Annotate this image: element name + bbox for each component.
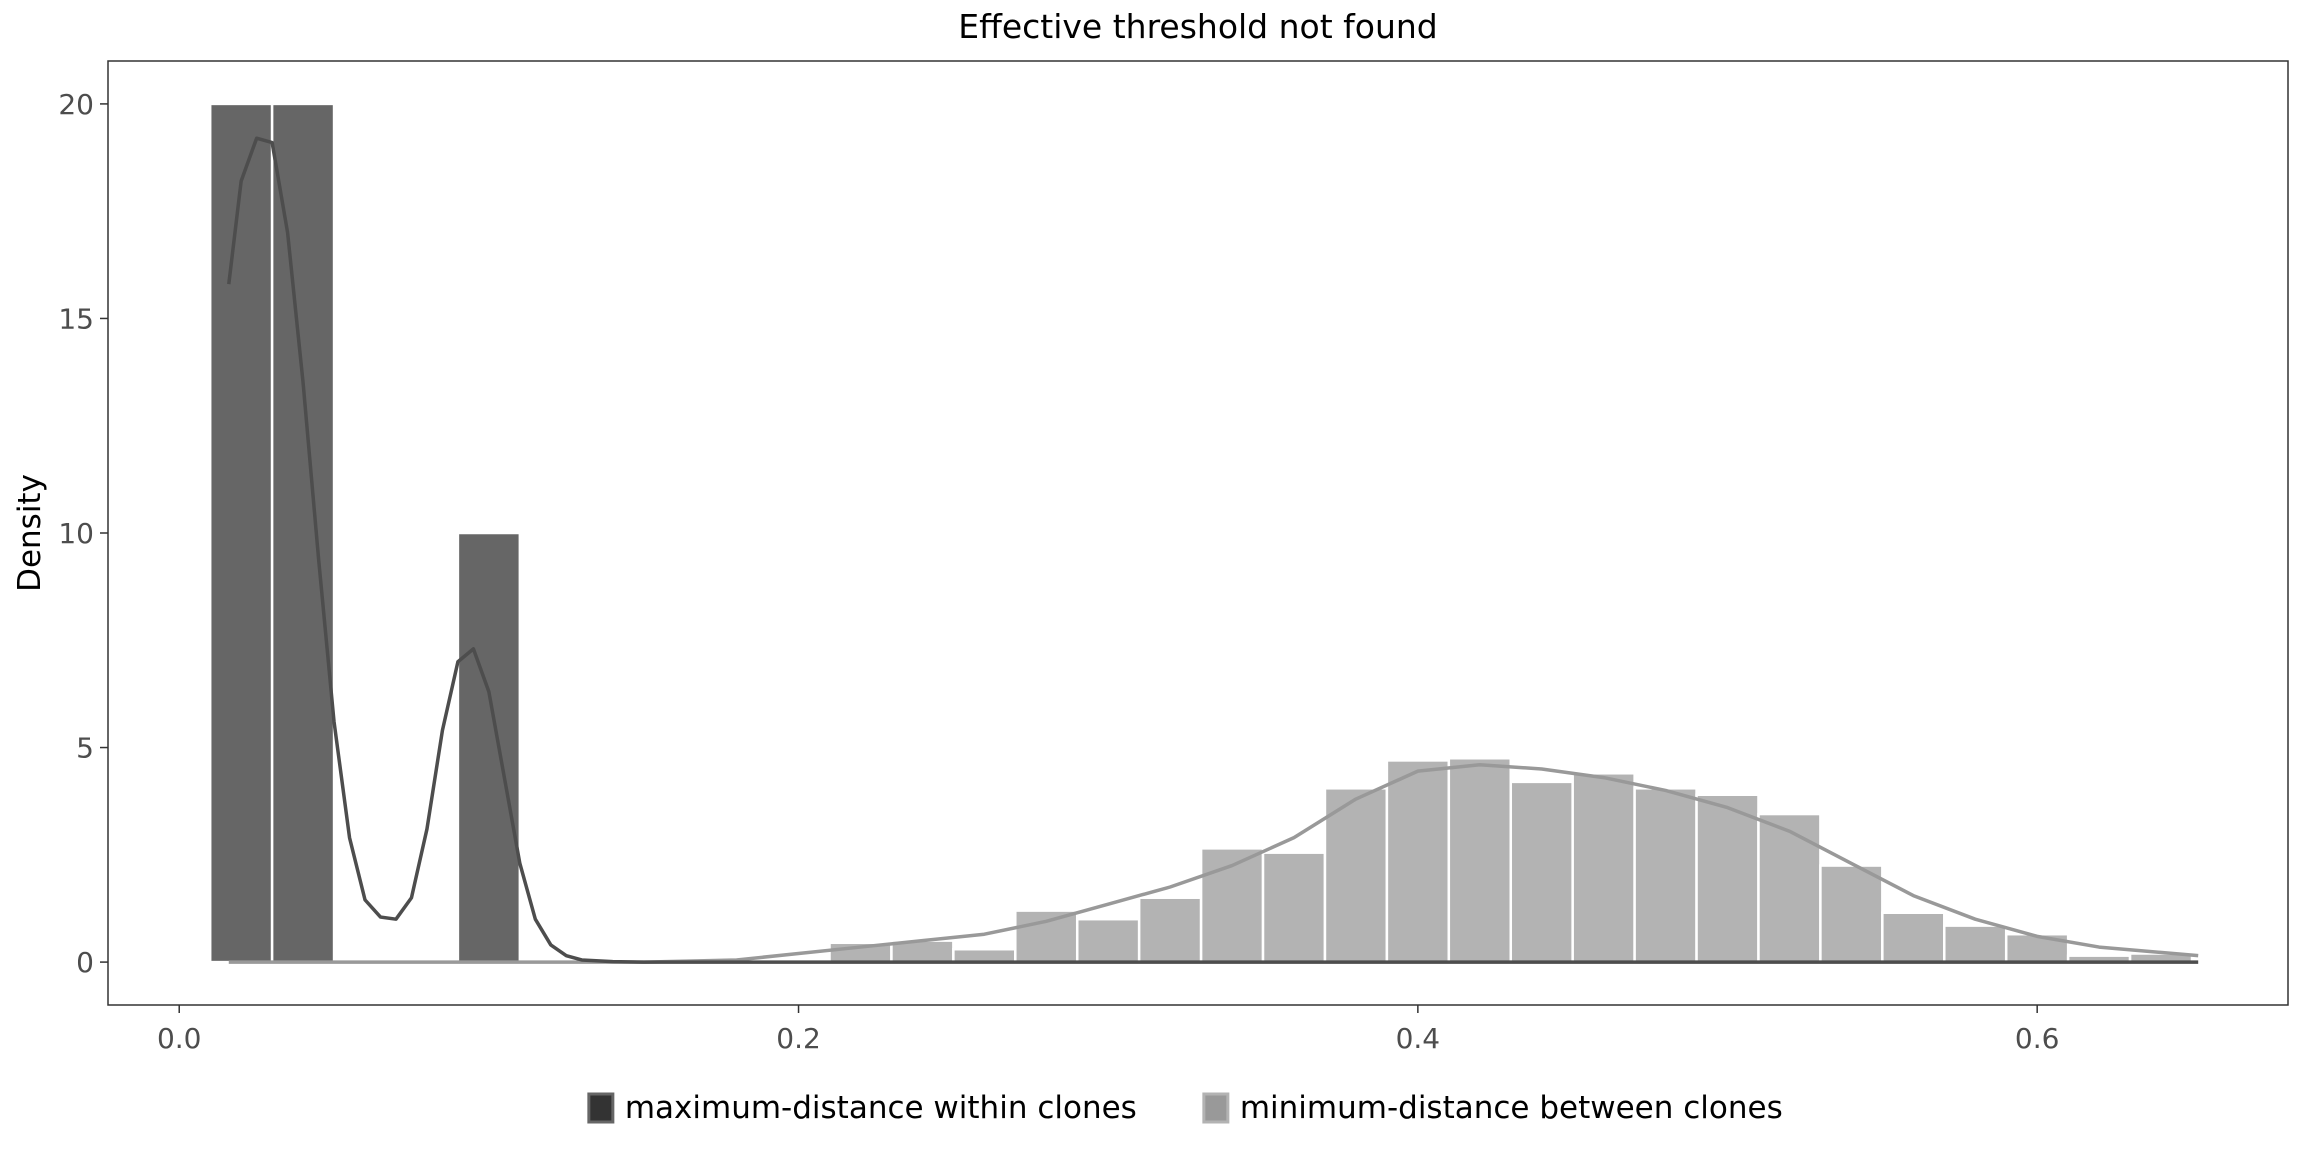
legend-label-series-1: maximum-distance within clones [625,1090,1137,1126]
histogram-bar-series-2-bin-18 [1881,911,1946,964]
histogram-bar-series-2-bin-19 [1943,924,2008,964]
histogram-bar-series-2-bin-15 [1695,793,1760,964]
histogram-bar-series-2-bin-9 [1323,787,1389,964]
x-tick-label: 0.4 [1396,1022,1441,1055]
y-axis-title: Density [12,474,48,592]
histogram-bar-series-2-bin-3 [952,947,1017,964]
y-tick-label: 0 [76,946,94,979]
histogram-bar-series-2-bin-8 [1261,851,1327,964]
histogram-bar-series-1-bin-2 [270,102,336,964]
histogram-bar-series-2-bin-4 [1014,909,1079,964]
histogram-bar-series-2-bin-11 [1447,757,1512,964]
x-tick-label: 0.0 [157,1022,202,1055]
histogram-bars [208,102,2194,964]
y-tick-label: 10 [58,517,94,550]
legend: maximum-distance within clones minimum-di… [587,1090,1783,1126]
histogram-bar-series-2-bin-13 [1571,772,1636,964]
legend-item-series-1: maximum-distance within clones [587,1090,1137,1126]
axes: 0 5 10 15 20 0.0 0.2 0.4 0.6 [58,88,2059,1055]
x-tick-label: 0.6 [2015,1022,2060,1055]
density-curve-series-2 [228,762,2199,964]
density-curves [227,136,2199,964]
legend-key-series-2 [1202,1092,1230,1124]
legend-item-series-2: minimum-distance between clones [1202,1090,1783,1126]
histogram-bar-series-2-bin-12 [1509,780,1574,964]
histogram-bar-series-2-bin-6 [1137,896,1203,964]
histogram-bar-series-2-bin-16 [1757,812,1822,964]
histogram-bar-series-1-bin-1 [208,102,274,964]
chart-title: Effective threshold not found [958,7,1437,46]
histogram-bar-series-2-bin-10 [1385,759,1451,964]
y-tick-label: 20 [58,88,94,121]
density-curve-series-1 [227,136,2199,964]
histogram-bar-series-2-bin-17 [1819,864,1884,964]
y-tick-label: 5 [76,732,94,765]
y-tick-label: 15 [58,302,94,335]
histogram-bar-series-2-bin-14 [1633,787,1698,964]
x-tick-label: 0.2 [776,1022,821,1055]
legend-label-series-2: minimum-distance between clones [1240,1090,1783,1126]
histogram-bar-series-2-bin-5 [1075,917,1141,964]
plot-panel [107,60,2289,1006]
histogram-bar-series-1-bin-3 [456,531,522,964]
legend-key-series-1 [587,1092,615,1124]
